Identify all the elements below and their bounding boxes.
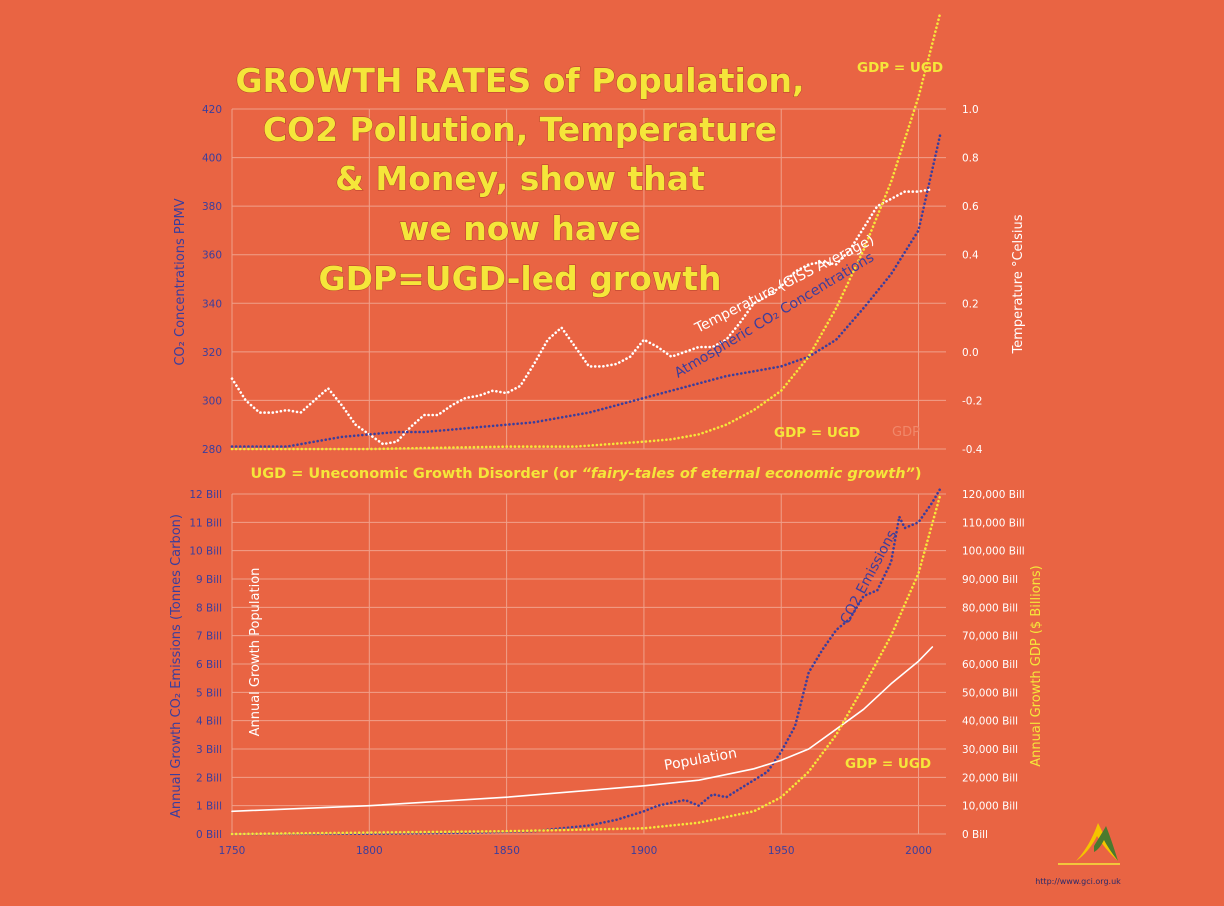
x-tick-label: 1750 — [219, 845, 246, 857]
y-tick-left: 10 Bill — [189, 546, 222, 558]
ugd-note-italic: “fairy-tales of eternal economic growth” — [582, 466, 915, 482]
x-tick-label: 1900 — [631, 845, 658, 857]
series-line-yellow — [230, 492, 942, 836]
label-gdp-top-upper: GDP = UGD — [857, 60, 943, 76]
y-tick-left: 5 Bill — [196, 687, 222, 699]
y-tick-left: 6 Bill — [196, 659, 222, 671]
y-tick-right: 90,000 Bill — [962, 574, 1018, 586]
label-gdp-bottom: GDP = UGD — [845, 756, 931, 772]
bottom-right-axis-title: Annual Growth GDP ($ Billions) — [1029, 565, 1044, 766]
y-tick-right: 50,000 Bill — [962, 687, 1018, 699]
bottom-left-axis-title: Annual Growth CO₂ Emissions (Tonnes Carb… — [169, 514, 184, 818]
y-tick-left: 400 — [202, 153, 222, 165]
y-tick-left: 300 — [202, 395, 222, 407]
y-tick-left: 0 Bill — [196, 829, 222, 841]
y-tick-right: 60,000 Bill — [962, 659, 1018, 671]
title-line-3: & Money, show that — [335, 159, 705, 198]
y-tick-left: 2 Bill — [196, 772, 222, 784]
title-line-2: CO2 Pollution, Temperature — [263, 110, 777, 149]
y-tick-left: 7 Bill — [196, 631, 222, 643]
ugd-note-prefix: UGD = Uneconomic Growth Disorder (or — [250, 466, 581, 482]
y-tick-right: 20,000 Bill — [962, 772, 1018, 784]
y-tick-right: 0.2 — [962, 298, 979, 310]
y-tick-right: 110,000 Bill — [962, 517, 1025, 529]
y-tick-right: 0.6 — [962, 201, 979, 213]
y-tick-left: 12 Bill — [189, 489, 222, 501]
x-tick-label: 1800 — [356, 845, 383, 857]
y-tick-left: 9 Bill — [196, 574, 222, 586]
series-line-blue — [230, 132, 942, 448]
y-tick-right: 10,000 Bill — [962, 801, 1018, 813]
y-tick-left: 420 — [202, 104, 222, 116]
y-tick-right: 30,000 Bill — [962, 744, 1018, 756]
series-line-blue — [230, 486, 942, 836]
series-line-white — [230, 187, 934, 446]
y-tick-right: 80,000 Bill — [962, 602, 1018, 614]
series-line-white — [231, 646, 934, 813]
y-tick-left: 1 Bill — [196, 801, 222, 813]
y-tick-left: 4 Bill — [196, 716, 222, 728]
bottom-left-inner-axis-title: Annual Growth Population — [248, 568, 263, 737]
y-tick-right: 120,000 Bill — [962, 489, 1025, 501]
label-co2-emissions: CO2 Emissions — [837, 528, 900, 627]
x-tick-label: 1950 — [768, 845, 795, 857]
y-tick-left: 380 — [202, 201, 222, 213]
chart-title: GROWTH RATES of Population, CO2 Pollutio… — [235, 61, 805, 299]
y-tick-right: 70,000 Bill — [962, 631, 1018, 643]
title-line-1: GROWTH RATES of Population, — [235, 61, 804, 100]
title-line-4: we now have — [399, 209, 641, 248]
y-tick-left: 3 Bill — [196, 744, 222, 756]
series-layer: 280 300 320 340 360 380 400 420 -0.4 -0.2 0.0 0.2 0.… — [189, 10, 1025, 857]
y-tick-right: 0 Bill — [962, 829, 988, 841]
y-tick-right: -0.2 — [962, 395, 983, 407]
y-tick-right: 0.0 — [962, 347, 979, 359]
y-tick-left: 280 — [202, 444, 222, 456]
y-tick-right: 100,000 Bill — [962, 546, 1025, 558]
y-tick-left: 11 Bill — [189, 517, 222, 529]
series-line-yellow — [230, 10, 942, 451]
y-tick-right: 0.8 — [962, 153, 979, 165]
label-gdp-top-lower: GDP = UGD — [774, 425, 860, 441]
y-tick-left: 320 — [202, 347, 222, 359]
x-tick-label: 1850 — [493, 845, 520, 857]
grid-layer — [231, 108, 946, 835]
y-tick-left: 340 — [202, 298, 222, 310]
top-right-axis-title: Temperature °Celsius — [1011, 214, 1026, 354]
y-tick-right: -0.4 — [962, 444, 983, 456]
top-left-axis-title: CO₂ Concentrations PPMV — [173, 198, 188, 365]
y-tick-left: 360 — [202, 250, 222, 262]
title-line-5: GDP=UGD-led growth — [318, 259, 721, 298]
y-tick-right: 1.0 — [962, 104, 979, 116]
y-tick-left: 8 Bill — [196, 602, 222, 614]
gci-logo-icon — [1058, 823, 1120, 865]
label-gdp-faint: GDP — [892, 425, 920, 440]
y-tick-right: 0.4 — [962, 250, 979, 262]
y-tick-right: 40,000 Bill — [962, 716, 1018, 728]
ugd-note: UGD = Uneconomic Growth Disorder (or “fa… — [250, 466, 921, 482]
ugd-note-suffix: ) — [915, 466, 922, 482]
label-population: Population — [663, 745, 738, 774]
x-tick-label: 2000 — [905, 845, 932, 857]
website-url: http://www.gci.org.uk — [1035, 877, 1121, 886]
